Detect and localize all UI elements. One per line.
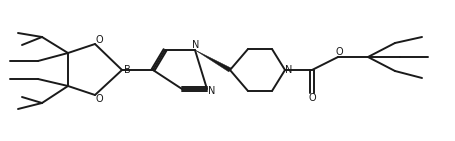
Text: B: B	[124, 65, 131, 75]
Text: O: O	[335, 47, 343, 57]
Text: O: O	[308, 93, 316, 103]
Polygon shape	[195, 50, 231, 72]
Text: N: N	[192, 40, 200, 50]
Text: N: N	[208, 86, 216, 96]
Text: O: O	[95, 35, 103, 45]
Text: N: N	[285, 65, 293, 75]
Text: O: O	[95, 94, 103, 104]
